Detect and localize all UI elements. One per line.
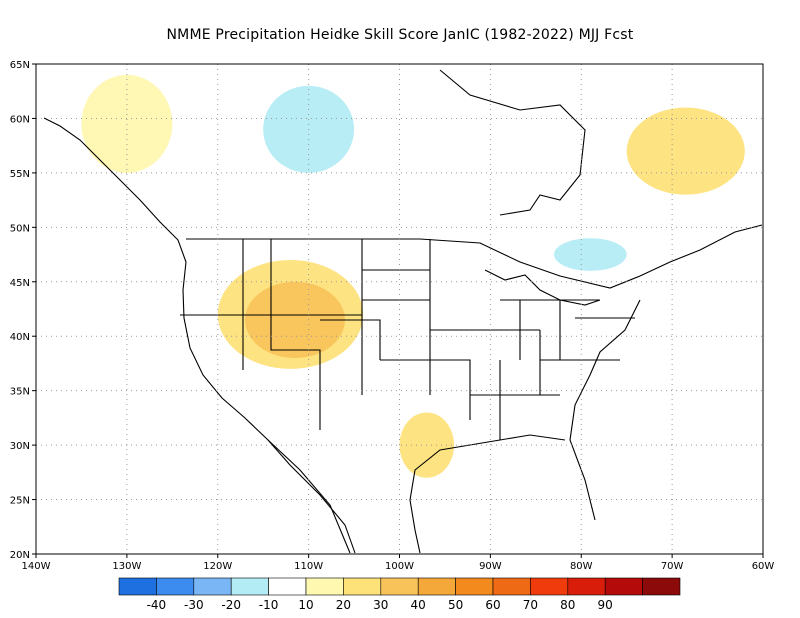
colorbar-swatch — [567, 577, 606, 596]
colorbar-swatch — [380, 577, 419, 596]
colorbar-swatch — [604, 577, 643, 596]
gulf-coast-outline — [409, 434, 566, 554]
colorbar-label: 80 — [560, 598, 575, 612]
y-tick-label: 30N — [10, 441, 30, 452]
x-tick-label: 90W — [479, 561, 502, 572]
skill-region-0 — [81, 74, 173, 173]
y-tick-label: 55N — [10, 169, 30, 180]
colorbar-label: 90 — [598, 598, 613, 612]
map-borders — [43, 69, 763, 554]
colorbar-label: 40 — [411, 598, 426, 612]
colorbar-swatch — [118, 577, 157, 596]
x-tick-label: 110W — [294, 561, 323, 572]
chart-title: NMME Precipitation Heidke Skill Score Ja… — [166, 27, 634, 43]
y-tick-label: 25N — [10, 496, 30, 507]
x-tick-label: 120W — [203, 561, 232, 572]
colorbar-swatch — [193, 577, 232, 596]
great-lakes — [484, 269, 601, 306]
east-coast-outline — [569, 299, 641, 521]
skill-region-2 — [245, 281, 345, 358]
colorbar-swatch — [492, 577, 531, 596]
colorbar-swatch — [530, 577, 569, 596]
state-lines-west — [180, 239, 431, 430]
y-tick-label: 50N — [10, 223, 30, 234]
colorbar-swatch — [268, 577, 307, 596]
colorbar-swatch — [417, 577, 456, 596]
state-lines-central — [362, 269, 560, 440]
colorbar-label: 70 — [523, 598, 538, 612]
colorbar-label: -20 — [221, 598, 241, 612]
colorbar-label: 60 — [485, 598, 500, 612]
colorbar-swatch — [642, 577, 681, 596]
mexico-west-coast — [267, 439, 351, 554]
colorbar-label: 50 — [448, 598, 463, 612]
state-lines-east — [500, 299, 635, 361]
colorbar-swatch — [455, 577, 494, 596]
y-tick-label: 65N — [10, 60, 30, 71]
y-tick-label: 40N — [10, 332, 30, 343]
colorbar-label: -30 — [184, 598, 204, 612]
y-tick-label: 20N — [10, 550, 30, 561]
us-canada-border — [186, 224, 763, 289]
colorbar-label: 10 — [298, 598, 313, 612]
skill-fill-layer — [81, 74, 745, 478]
latitude-axis: 65N 60N 55N 50N 45N 40N 35N 30N 25N 20N — [10, 60, 36, 561]
colorbar-swatch — [343, 577, 382, 596]
colorbar: -40 -30 -20 -10 10 20 30 40 50 60 70 80 90 — [118, 577, 681, 612]
x-tick-label: 130W — [112, 561, 141, 572]
x-tick-label: 100W — [385, 561, 414, 572]
colorbar-swatch — [156, 577, 195, 596]
colorbar-label: 30 — [373, 598, 388, 612]
x-tick-label: 80W — [570, 561, 593, 572]
colorbar-label: 20 — [336, 598, 351, 612]
y-tick-label: 60N — [10, 114, 30, 125]
colorbar-label: -40 — [147, 598, 167, 612]
x-tick-label: 140W — [22, 561, 51, 572]
hudson-bay — [439, 69, 586, 216]
colorbar-swatch — [305, 577, 344, 596]
longitude-axis: 140W 130W 120W 110W 100W 90W 80W 70W 60W — [22, 554, 775, 572]
colorbar-swatch — [230, 577, 269, 596]
x-tick-label: 60W — [752, 561, 775, 572]
skill-region-6 — [553, 238, 627, 271]
x-tick-label: 70W — [661, 561, 684, 572]
colorbar-label: -10 — [259, 598, 279, 612]
skill-region-4 — [626, 107, 745, 195]
y-tick-label: 45N — [10, 278, 30, 289]
grid-lines — [36, 64, 763, 554]
y-tick-label: 35N — [10, 387, 30, 398]
west-coast-outline — [43, 117, 356, 554]
